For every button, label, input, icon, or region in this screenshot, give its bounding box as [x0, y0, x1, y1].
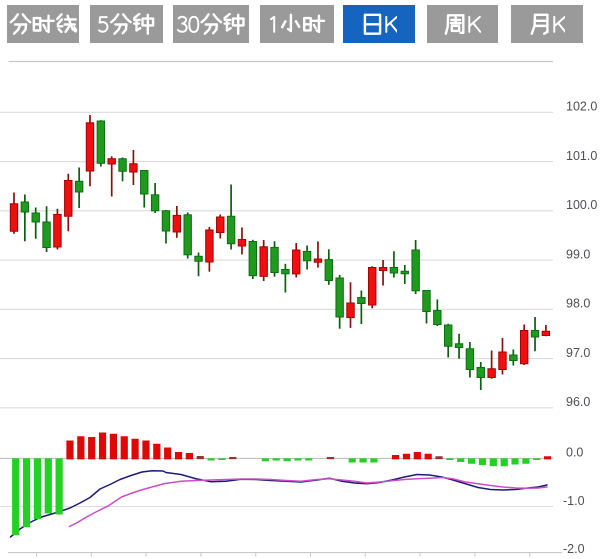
- svg-text:97.0: 97.0: [566, 346, 590, 360]
- svg-text:102.0: 102.0: [566, 100, 597, 114]
- svg-text:-2.0: -2.0: [563, 542, 585, 556]
- svg-text:100.0: 100.0: [566, 198, 597, 212]
- svg-text:0.0: 0.0: [566, 445, 583, 459]
- svg-text:-1.0: -1.0: [563, 494, 585, 508]
- svg-text:96.0: 96.0: [566, 395, 590, 409]
- svg-text:101.0: 101.0: [566, 149, 597, 163]
- svg-text:98.0: 98.0: [566, 297, 590, 311]
- svg-text:99.0: 99.0: [566, 247, 590, 261]
